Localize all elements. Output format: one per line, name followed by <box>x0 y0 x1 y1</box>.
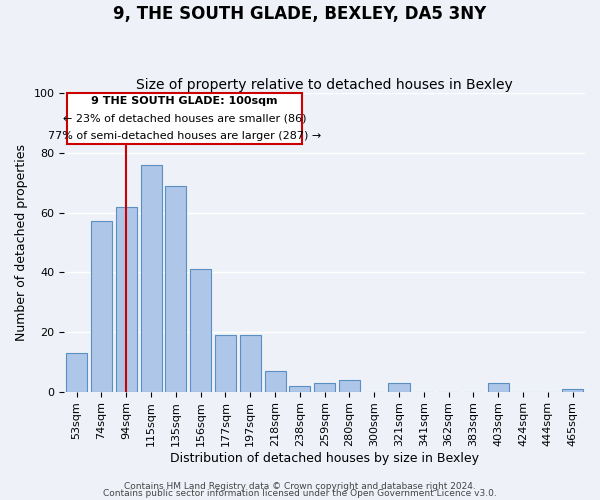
Bar <box>488 382 509 392</box>
Bar <box>265 370 286 392</box>
Text: Contains public sector information licensed under the Open Government Licence v3: Contains public sector information licen… <box>103 490 497 498</box>
Y-axis label: Number of detached properties: Number of detached properties <box>15 144 28 341</box>
Text: 77% of semi-detached houses are larger (287) →: 77% of semi-detached houses are larger (… <box>48 132 321 141</box>
Bar <box>215 335 236 392</box>
Bar <box>388 382 410 392</box>
Bar <box>166 186 187 392</box>
Text: 9, THE SOUTH GLADE, BEXLEY, DA5 3NY: 9, THE SOUTH GLADE, BEXLEY, DA5 3NY <box>113 5 487 23</box>
Bar <box>67 93 302 144</box>
Bar <box>190 269 211 392</box>
Bar <box>562 388 583 392</box>
Bar <box>289 386 310 392</box>
Bar <box>240 335 261 392</box>
Bar <box>140 165 161 392</box>
Bar <box>116 206 137 392</box>
Bar <box>314 382 335 392</box>
Text: ← 23% of detached houses are smaller (86): ← 23% of detached houses are smaller (86… <box>63 114 306 124</box>
Bar <box>339 380 360 392</box>
Bar <box>91 222 112 392</box>
Title: Size of property relative to detached houses in Bexley: Size of property relative to detached ho… <box>136 78 513 92</box>
Text: 9 THE SOUTH GLADE: 100sqm: 9 THE SOUTH GLADE: 100sqm <box>91 96 278 106</box>
Text: Contains HM Land Registry data © Crown copyright and database right 2024.: Contains HM Land Registry data © Crown c… <box>124 482 476 491</box>
Bar <box>66 353 87 392</box>
X-axis label: Distribution of detached houses by size in Bexley: Distribution of detached houses by size … <box>170 452 479 465</box>
